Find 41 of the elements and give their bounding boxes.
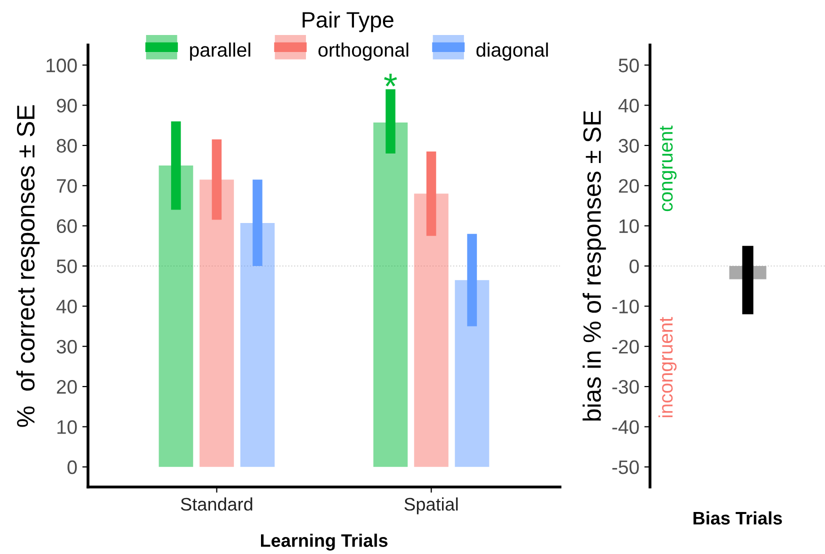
annotation: * (384, 74, 397, 86)
bar (158, 166, 194, 467)
legend-label: orthogonal (318, 42, 408, 61)
y-tick-label: 20 (56, 380, 77, 394)
bar (373, 122, 408, 467)
y-tick-label: 0 (68, 460, 77, 474)
y-axis-title: bias in % of responses ± SE (582, 110, 606, 421)
x-tick-label: Spatial (404, 497, 458, 514)
bar (454, 280, 490, 467)
y-tick-label: 10 (619, 219, 639, 234)
x-axis-title: Learning Trials (260, 534, 388, 551)
bar (240, 223, 275, 467)
y-tick-label: 80 (56, 138, 77, 153)
y-tick-label: 60 (56, 219, 77, 234)
y-axis-title: % of correct responses ± SE (16, 105, 40, 427)
y-tick-label: 10 (57, 420, 77, 434)
y-tick-label: 50 (618, 58, 639, 72)
y-tick-label: -40 (612, 420, 639, 434)
legend-title: Pair Type (302, 11, 394, 32)
y-tick-label: 40 (618, 98, 639, 113)
y-tick-label: 50 (56, 259, 77, 274)
y-tick-label: 40 (56, 300, 77, 314)
x-tick-label: Standard (180, 497, 252, 511)
text: congruent (660, 126, 677, 212)
bar (414, 194, 448, 467)
y-tick-label: -30 (612, 380, 639, 394)
y-tick-label: -20 (612, 340, 639, 354)
y-tick-label: 70 (56, 179, 77, 193)
y-tick-label: 90 (56, 98, 77, 113)
y-tick-label: -50 (612, 460, 639, 474)
x-axis-title: Bias Trials (694, 511, 782, 525)
y-tick-label: 30 (618, 138, 639, 153)
text: incongruent (658, 316, 677, 418)
y-tick-label: 30 (56, 340, 77, 354)
y-tick-label: -10 (612, 300, 639, 314)
legend-label: diagonal (476, 42, 548, 61)
bar (200, 180, 234, 467)
y-tick-label: 20 (618, 179, 639, 193)
legend-label: parallel (190, 42, 250, 61)
y-tick-label: 0 (630, 259, 639, 274)
y-tick-label: 100 (46, 58, 77, 72)
